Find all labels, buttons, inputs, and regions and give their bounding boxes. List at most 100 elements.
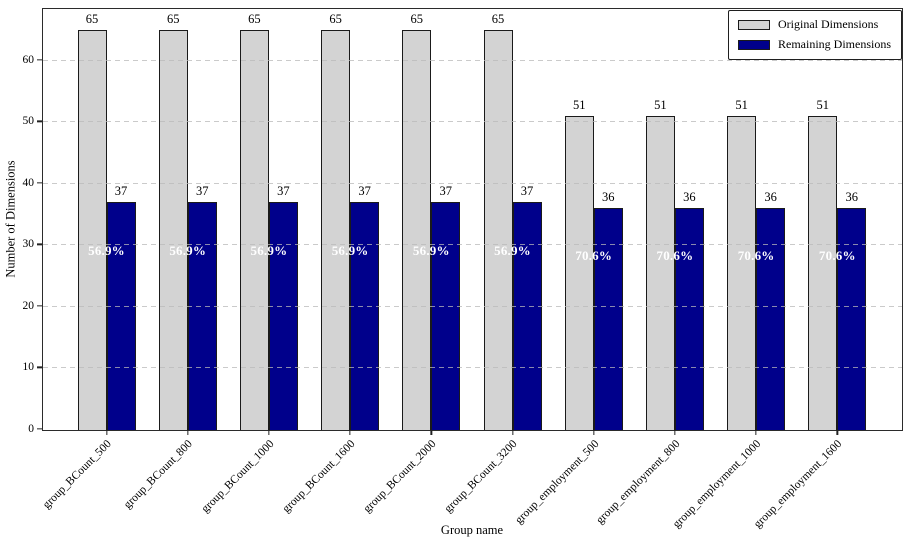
y-tick-label: 10 <box>22 361 35 374</box>
y-tick-label: 0 <box>28 423 34 435</box>
bar-remaining-dimensions <box>350 202 380 430</box>
percent-label: 56.9% <box>169 243 207 259</box>
bar-value-label: 37 <box>277 184 290 199</box>
y-tick-mark <box>37 305 42 307</box>
y-tick-label: 60 <box>22 53 35 66</box>
x-tick-label: group_BCount_1000 <box>199 438 277 516</box>
y-tick-label: 50 <box>22 115 35 128</box>
x-tick-mark <box>674 430 676 435</box>
y-tick-mark <box>37 120 42 122</box>
x-tick-label: group_employment_1600 <box>752 438 845 531</box>
bar-value-label: 51 <box>816 98 830 113</box>
bar-remaining-dimensions <box>512 202 542 430</box>
y-tick-mark <box>37 243 42 246</box>
bar-original-dimensions <box>239 30 269 430</box>
bar-value-label: 37 <box>520 184 534 199</box>
bar-original-dimensions <box>808 116 838 430</box>
x-tick-mark <box>105 430 108 435</box>
x-tick-mark <box>349 430 351 435</box>
y-tick-mark <box>37 366 42 369</box>
x-tick-mark <box>593 430 595 435</box>
y-tick-mark <box>37 428 42 430</box>
x-tick-label: group_BCount_3200 <box>442 438 520 516</box>
bar-value-label: 65 <box>166 12 180 26</box>
y-tick-mark <box>37 59 42 61</box>
x-tick-label: group_BCount_800 <box>122 438 196 512</box>
percent-label: 70.6% <box>737 248 775 264</box>
y-tick-label: 30 <box>22 238 35 251</box>
x-axis-label: Group name <box>440 523 504 537</box>
gridline <box>43 121 902 123</box>
bar-value-label: 65 <box>329 12 342 26</box>
y-tick-label: 40 <box>22 176 35 189</box>
y-tick-label: 20 <box>22 299 35 312</box>
x-tick-label: group_BCount_2000 <box>361 438 439 516</box>
gridline <box>43 59 902 61</box>
bar-value-label: 51 <box>572 98 586 113</box>
bar-value-label: 37 <box>358 184 371 199</box>
bar-original-dimensions <box>158 30 188 430</box>
bar-value-label: 37 <box>114 184 128 199</box>
bar-original-dimensions <box>483 30 513 430</box>
bar-value-label: 37 <box>439 184 453 199</box>
legend-item: Original Dimensions <box>738 17 891 32</box>
percent-label: 56.9% <box>412 243 450 259</box>
x-tick-mark <box>430 430 432 435</box>
bar-value-label: 36 <box>683 190 696 205</box>
bar-value-label: 36 <box>601 190 615 205</box>
bar-value-label: 65 <box>85 12 99 26</box>
legend: Original Dimensions Remaining Dimensions <box>728 10 902 60</box>
x-tick-label: group_BCount_500 <box>40 438 114 512</box>
gridline <box>43 305 902 307</box>
bar-remaining-dimensions <box>674 208 704 430</box>
legend-swatch-original-dimensions <box>738 19 770 30</box>
bar-original-dimensions <box>645 116 675 430</box>
percent-label: 56.9% <box>250 243 288 259</box>
gridline <box>43 182 902 184</box>
x-tick-mark <box>836 430 838 435</box>
bar-original-dimensions <box>402 30 432 430</box>
bar-value-label: 65 <box>248 12 261 26</box>
percent-label: 56.9% <box>88 243 125 259</box>
x-tick-mark <box>755 430 757 435</box>
gridline <box>43 244 902 246</box>
x-tick-mark <box>511 430 514 435</box>
percent-label: 70.6% <box>575 248 613 264</box>
bar-remaining-dimensions <box>106 202 136 430</box>
bar-remaining-dimensions <box>837 208 867 430</box>
bar-original-dimensions <box>321 30 351 430</box>
bar-value-label: 36 <box>764 190 777 205</box>
gridline <box>43 367 902 369</box>
percent-label: 70.6% <box>818 248 856 264</box>
x-tick-mark <box>187 430 189 435</box>
bar-remaining-dimensions <box>756 208 786 430</box>
bar-original-dimensions <box>727 116 757 430</box>
y-axis-label: Number of Dimensions <box>3 160 18 278</box>
bar-value-label: 36 <box>845 190 859 205</box>
x-tick-label: group_BCount_1600 <box>280 438 358 516</box>
x-tick-mark <box>268 430 270 435</box>
bar-remaining-dimensions <box>268 202 298 430</box>
x-tick-label: group_employment_1000 <box>671 438 764 531</box>
bar-remaining-dimensions <box>593 208 623 430</box>
x-tick-label: group_employment_800 <box>593 438 683 527</box>
bar-original-dimensions <box>77 30 107 430</box>
percent-label: 56.9% <box>331 243 369 259</box>
y-tick-mark <box>37 182 42 184</box>
legend-label: Original Dimensions <box>778 17 879 31</box>
bar-remaining-dimensions <box>431 202 461 430</box>
bar-value-label: 51 <box>735 98 748 113</box>
percent-label: 56.9% <box>494 243 531 259</box>
bar-original-dimensions <box>564 116 594 430</box>
bar-value-label: 65 <box>410 12 424 26</box>
legend-swatch-remaining-dimensions <box>738 39 770 50</box>
legend-item: Remaining Dimensions <box>738 37 891 52</box>
plot-area: 0 10 20 30 40 50 60 65 37 56.9% group_BCount_500 65… <box>23 8 903 531</box>
bar-value-label: 65 <box>491 12 505 26</box>
legend-label: Remaining Dimensions <box>778 37 891 51</box>
bar-value-label: 51 <box>654 98 667 113</box>
percent-label: 70.6% <box>656 248 694 264</box>
x-tick-label: group_employment_500 <box>512 438 602 527</box>
bar-value-label: 37 <box>195 184 209 199</box>
